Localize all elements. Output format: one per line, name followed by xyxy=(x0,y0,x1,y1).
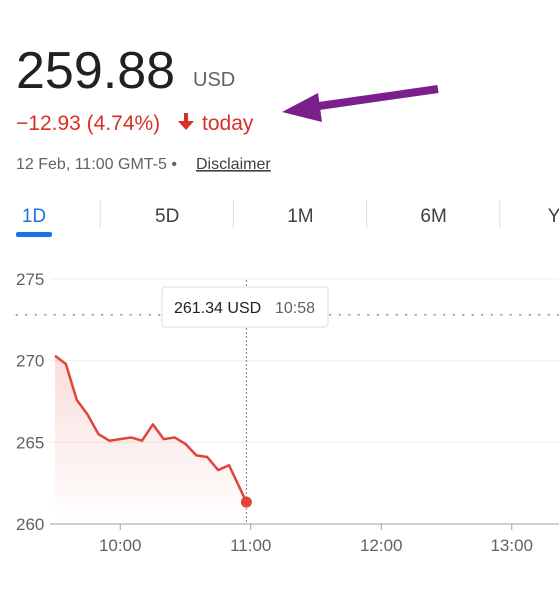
annotation-arrow xyxy=(282,85,439,122)
tab-label[interactable]: 5D xyxy=(155,206,179,227)
last-point xyxy=(240,496,252,508)
tooltip-price: 261.34 USD xyxy=(174,300,261,317)
tab-label[interactable]: 6M xyxy=(420,206,446,227)
x-tick-label: 10:00 xyxy=(99,536,142,555)
tab-label[interactable]: 1D xyxy=(22,206,46,227)
y-tick-label: 260 xyxy=(16,515,44,534)
price-line xyxy=(54,354,248,503)
plot: 260 265 270 275 10:00 11:00 12:00 13:00 xyxy=(15,270,559,555)
x-tick-label: 13:00 xyxy=(490,536,533,555)
tooltip-box xyxy=(161,286,329,328)
period: today xyxy=(202,112,254,135)
y-tick-label: 270 xyxy=(16,352,44,371)
range-tabs: 1D 5D 1M 6M YTD xyxy=(16,200,559,237)
x-tick-label: 12:00 xyxy=(360,536,403,555)
price: 259.88 xyxy=(16,42,175,100)
disclaimer-link[interactable]: Disclaimer xyxy=(196,156,271,173)
tab-label[interactable]: YTD xyxy=(548,206,559,227)
tab-label[interactable]: 1M xyxy=(287,206,313,227)
tooltip-time: 10:58 xyxy=(275,300,315,317)
currency: USD xyxy=(193,69,235,91)
y-tick-label: 265 xyxy=(16,433,44,452)
active-tab-indicator xyxy=(16,232,52,237)
change: −12.93 (4.74%) xyxy=(16,112,160,135)
timestamp: 12 Feb, 11:00 GMT-5 • xyxy=(16,156,177,173)
down-arrow-icon xyxy=(178,113,194,130)
tooltip: 261.34 USD 10:58 xyxy=(161,286,329,328)
x-tick-label: 11:00 xyxy=(230,536,271,555)
y-tick-label: 275 xyxy=(16,270,44,289)
price-area xyxy=(55,355,247,524)
